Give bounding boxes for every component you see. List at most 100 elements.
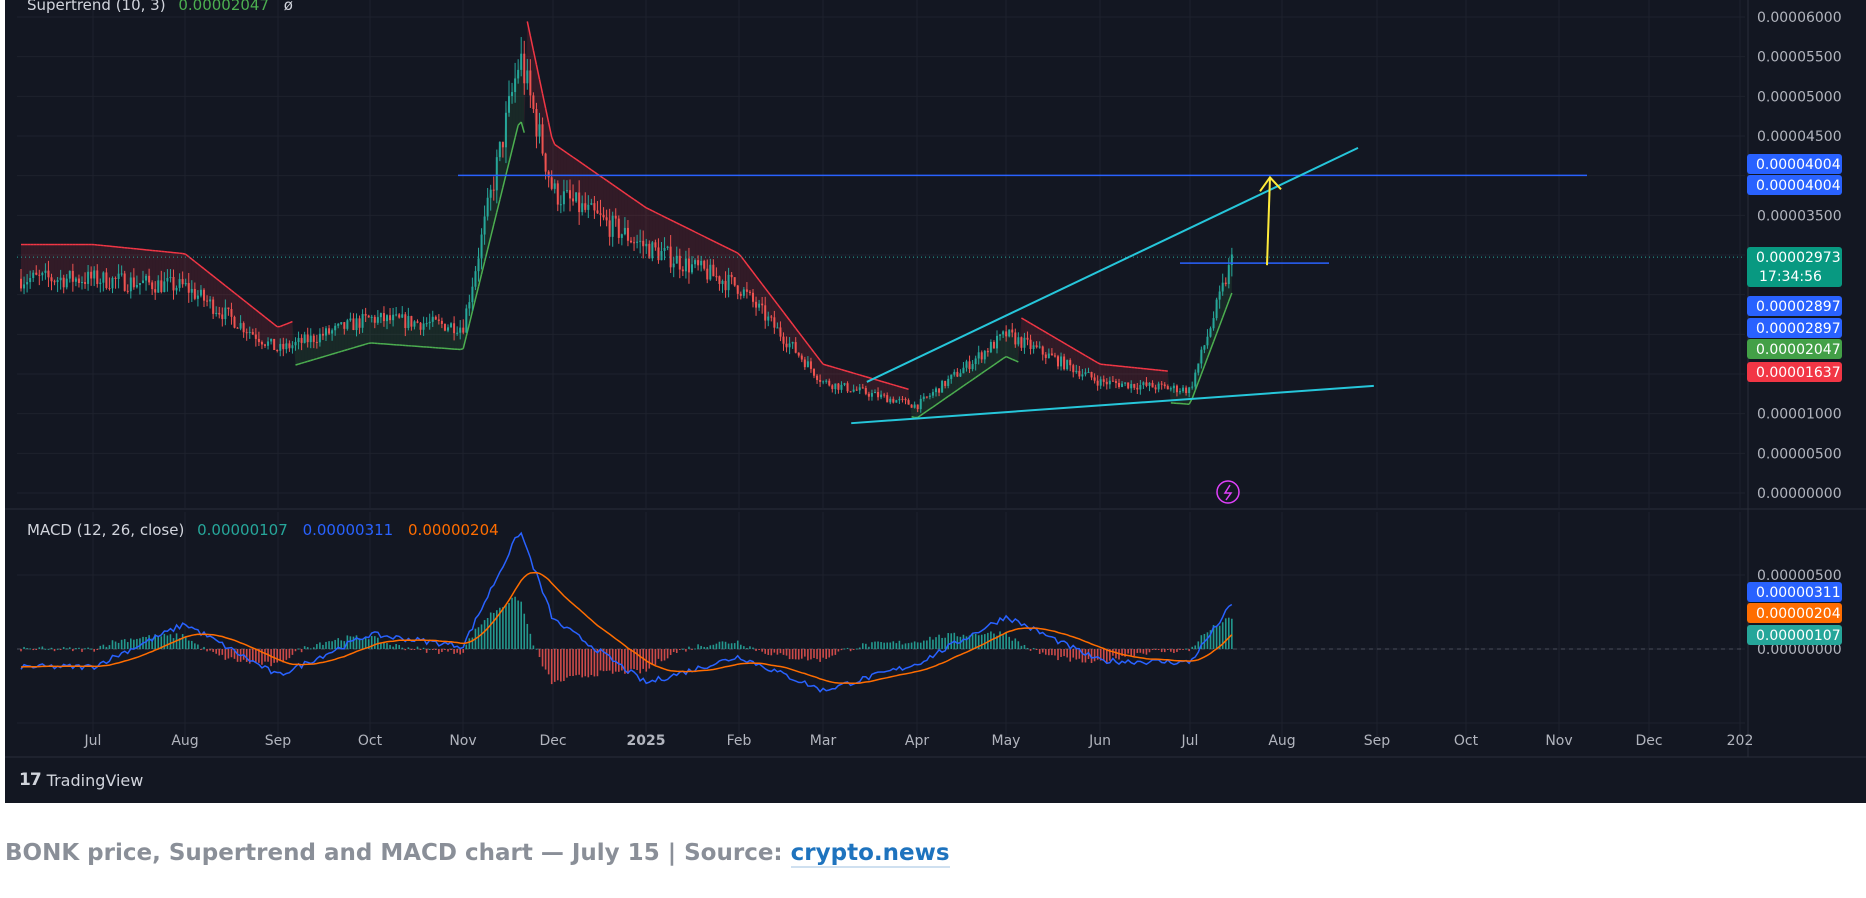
supertrend-line (941, 397, 946, 402)
supertrend-line (1051, 335, 1056, 339)
candle-body (239, 323, 242, 329)
candle-body (498, 141, 501, 158)
macd-histogram-bar (1063, 649, 1065, 657)
supertrend-line (676, 222, 681, 226)
candle-body (203, 289, 205, 301)
macd-histogram-bar (752, 647, 754, 649)
supertrend-line (801, 335, 806, 341)
macd-histogram-bar (258, 649, 260, 663)
supertrend-line (950, 391, 955, 395)
supertrend-line (328, 353, 333, 356)
candle-body (919, 398, 922, 410)
supertrend-fill (588, 167, 592, 205)
candle-body (633, 242, 636, 244)
macd-line (20, 531, 1233, 693)
macd-histogram-bar (666, 649, 669, 659)
tradingview-logo[interactable]: 17 TradingView (19, 770, 143, 790)
candle-body (831, 385, 834, 390)
supertrend-line (483, 249, 489, 262)
candle-body (544, 153, 547, 172)
candle-body (785, 343, 788, 348)
macd-histogram-bar (578, 649, 580, 675)
candle-body (1035, 345, 1038, 348)
macd-histogram-bar (56, 648, 59, 650)
supertrend-line (1200, 365, 1206, 375)
supertrend-fill (91, 244, 95, 279)
macd-histogram-bar (1029, 649, 1032, 651)
macd-histogram-bar (502, 607, 504, 649)
macd-histogram-bar (746, 647, 748, 649)
candle-body (477, 258, 480, 272)
supertrend-line (313, 357, 318, 361)
macd-histogram-bar (618, 649, 620, 672)
macd-histogram-bar (813, 649, 815, 659)
supertrend-fill (115, 246, 119, 279)
supertrend-line (331, 352, 336, 355)
candle-body (980, 352, 983, 360)
candle-body (755, 301, 758, 308)
candle-body (770, 316, 773, 318)
candle-body (867, 393, 870, 397)
macd-legend[interactable]: MACD (12, 26, close) 0.00000107 0.000003… (27, 521, 509, 539)
supertrend-fill (51, 244, 55, 283)
supertrend-line (499, 187, 504, 200)
supertrend-fill (673, 221, 677, 264)
macd-label-badge (1747, 582, 1842, 602)
supertrend-line (752, 271, 757, 277)
supertrend-line (944, 395, 949, 400)
macd-histogram-bar (761, 649, 763, 652)
supertrend-line (868, 376, 873, 380)
macd-histogram-bar (431, 649, 434, 650)
price-label-text: 0.00002897 (1756, 321, 1841, 337)
macd-histogram-bar (178, 638, 181, 649)
supertrend-fill (246, 302, 250, 333)
lower-trendline (851, 384, 1374, 425)
macd-histogram-bar (1124, 649, 1126, 657)
candle-body (1215, 299, 1218, 319)
supertrend-fill (24, 244, 28, 285)
supertrend-line (1069, 346, 1074, 350)
time-axis-label: Dec (539, 733, 566, 749)
candle-body (1087, 372, 1090, 374)
macd-histogram-bar (825, 649, 827, 659)
macd-histogram-bar (910, 642, 913, 649)
macd-axis-label: 0.00000500 (1757, 568, 1842, 584)
candle-body (1169, 388, 1172, 390)
macd-histogram-bar (553, 649, 556, 682)
price-label-badge (1747, 247, 1842, 287)
candle-body (196, 295, 199, 299)
candle-body (517, 69, 520, 79)
time-axis-label: Oct (1454, 733, 1479, 749)
supertrend-line (789, 319, 794, 325)
supertrend-fill (728, 248, 732, 278)
candle-body (1047, 353, 1050, 359)
candle-body (331, 330, 334, 334)
supertrend-fill (664, 216, 668, 249)
chart-canvas[interactable]: 0.00006000 0.00005500 0.00005000 0.00004500… (5, 0, 1866, 803)
caption-source-link[interactable]: crypto.news (790, 840, 950, 868)
supertrend-line (902, 386, 906, 390)
supertrend-legend[interactable]: Supertrend (10, 3) 0.00002047 ø (27, 0, 303, 14)
macd-histogram-bar (416, 646, 419, 649)
chart-frame[interactable]: 0.00006000 0.00005500 0.00005000 0.00004500… (5, 0, 1866, 803)
macd-histogram-bar (1191, 646, 1193, 649)
macd-histogram-bar (855, 648, 858, 650)
candle-body (160, 280, 163, 292)
supertrend-fill (146, 249, 150, 283)
candle-body (578, 192, 581, 213)
macd-histogram-bar (1026, 647, 1029, 649)
candle-body (410, 316, 413, 327)
supertrend-line (926, 408, 931, 412)
candle-body (703, 260, 706, 269)
supertrend-line (832, 366, 836, 369)
macd-histogram-bar (1127, 649, 1129, 654)
macd-histogram-bar (880, 642, 882, 649)
macd-histogram-bar (1005, 632, 1007, 649)
macd-histogram-bar (776, 649, 779, 655)
macd-histogram-bar (300, 649, 303, 653)
supertrend-line (1011, 358, 1016, 362)
supertrend-fill (1167, 371, 1171, 403)
candle-body (764, 305, 767, 321)
supertrend-line (667, 217, 671, 221)
supertrend-line (734, 250, 739, 254)
